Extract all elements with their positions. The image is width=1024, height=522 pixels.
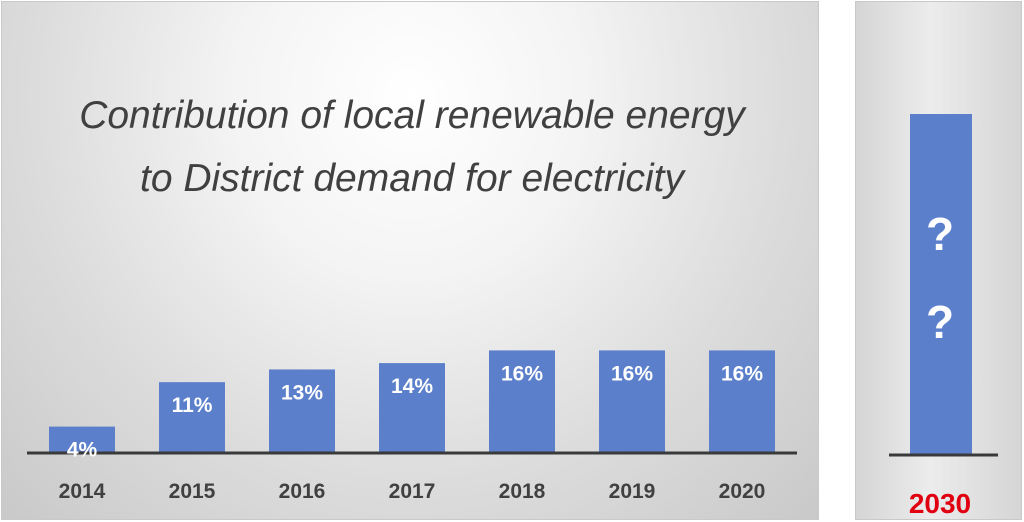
- x-tick-label-2017: 2017: [389, 480, 436, 503]
- projection-bar: [910, 114, 972, 454]
- data-label-2019: 16%: [611, 362, 653, 385]
- projection-question-mark: ?: [926, 208, 954, 260]
- bar-2017: [379, 363, 445, 452]
- data-label-2016: 13%: [281, 381, 323, 404]
- bar-2020: [709, 350, 775, 452]
- x-tick-label-2015: 2015: [169, 480, 216, 503]
- main-chart-panel: Contribution of local renewable energy t…: [1, 1, 819, 520]
- x-tick-label-2016: 2016: [279, 480, 326, 503]
- bar-2015: [159, 382, 225, 452]
- bar-2018: [489, 350, 555, 452]
- x-tick-label-2018: 2018: [499, 480, 546, 503]
- main-chart-svg: 4% 2014 11% 2015 13% 2016 14% 2017 16% 2018 16% 201…: [27, 350, 797, 503]
- projection-panel: ? ? 2030: [855, 1, 1022, 520]
- bar-2019: [599, 350, 665, 452]
- chart-title: Contribution of local renewable energy t…: [79, 94, 745, 200]
- x-tick-label-2020: 2020: [719, 480, 766, 503]
- x-tick-label-2019: 2019: [609, 480, 656, 503]
- x-tick-label-2014: 2014: [59, 480, 106, 503]
- bar-2016: [269, 369, 335, 452]
- data-label-2014: 4%: [67, 439, 98, 462]
- data-label-2018: 16%: [501, 362, 543, 385]
- projection-question-mark: ?: [926, 296, 954, 348]
- data-label-2017: 14%: [391, 375, 433, 398]
- data-label-2020: 16%: [721, 362, 763, 385]
- projection-category-label: 2030: [909, 488, 971, 519]
- data-label-2015: 11%: [172, 394, 213, 417]
- projection-chart-svg: ? ? 2030: [889, 114, 998, 519]
- bar-2014: [49, 426, 115, 452]
